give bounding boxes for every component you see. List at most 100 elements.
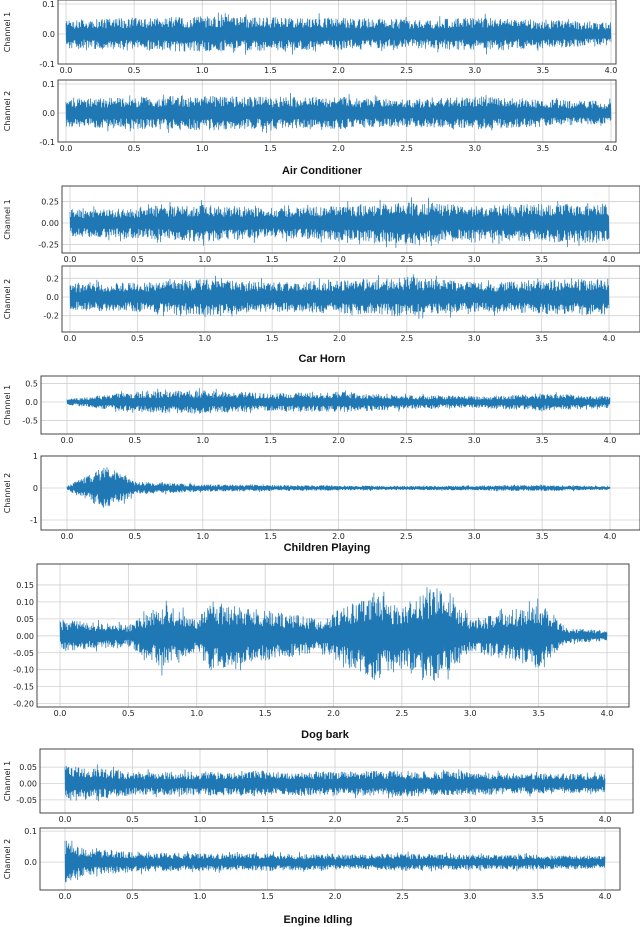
x-tick-label: 3.0	[468, 66, 481, 75]
subplot-3: 0.0 0.5 1.0 1.5 2.0 2.5 3.0 3.5 4.0 -0.25 0.00 0.25…	[3, 185, 640, 264]
x-tick-label: 2.0	[327, 709, 340, 718]
y-tick-label: 0.05	[19, 763, 37, 772]
y-axis-label: Channel 2	[3, 839, 12, 879]
x-tick-label: 3.5	[531, 815, 544, 824]
axes-frame	[39, 748, 634, 814]
x-tick-label: 1.0	[196, 532, 209, 541]
y-tick-label: 0	[33, 484, 38, 493]
waveform-line	[69, 274, 610, 319]
x-tick-label: 1.5	[266, 255, 279, 264]
y-tick-label: 0.0	[42, 109, 55, 118]
subplot-2: 0.0 0.5 1.0 1.5 2.0 2.5 3.0 3.5 4.0 -0.1 0.0 0.1 Cha…	[3, 79, 617, 153]
y-tick-label: 0.1	[24, 827, 37, 836]
x-tick-label: 1.5	[264, 66, 277, 75]
x-tick-label: 0.5	[126, 892, 139, 901]
x-tick-label: 4.0	[599, 892, 612, 901]
x-tick-label: 3.5	[535, 255, 548, 264]
caption-engine-idling: Engine Idling	[283, 914, 352, 926]
x-tick-label: 2.5	[400, 436, 413, 445]
x-tick-label: 2.0	[332, 66, 345, 75]
x-tick-label: 1.5	[261, 815, 274, 824]
y-tick-label: 1	[33, 452, 38, 461]
subplot-6: 0.0 0.5 1.0 1.5 2.0 2.5 3.0 3.5 4.0 -1 0 1 Channel 2	[3, 452, 640, 541]
subplot-7: 0.0 0.5 1.0 1.5 2.0 2.5 3.0 3.5 4.0 -0.20 -0.15 -0.…	[13, 563, 630, 718]
y-tick-label: -0.15	[13, 683, 34, 692]
axes-frame	[57, 0, 617, 65]
x-tick-label: 2.5	[401, 334, 414, 343]
axes-frame	[36, 563, 630, 708]
x-tick-label: 1.0	[198, 255, 211, 264]
subplot-4: 0.0 0.5 1.0 1.5 2.0 2.5 3.0 3.5 4.0 -0.2 0.0 0.2 Cha…	[3, 265, 640, 343]
y-tick-label: 0.15	[16, 581, 34, 590]
caption-children-playing: Children Playing	[284, 542, 371, 554]
x-tick-label: 3.0	[464, 815, 477, 824]
x-tick-label: 0.0	[61, 436, 74, 445]
axes-frame	[57, 79, 617, 143]
x-tick-label: 4.0	[599, 815, 612, 824]
x-tick-label: 3.5	[532, 709, 545, 718]
x-tick-label: 2.0	[332, 144, 345, 153]
x-tick-label: 4.0	[603, 255, 616, 264]
subplot-5: 0.0 0.5 1.0 1.5 2.0 2.5 3.0 3.5 4.0 -0.5 0.0 0.5 Cha…	[3, 375, 640, 445]
y-axis-label: Channel 2	[3, 91, 12, 131]
subplot-8: 0.0 0.5 1.0 1.5 2.0 2.5 3.0 3.5 4.0 -0.05 0.00 0.05…	[3, 748, 634, 824]
y-tick-label: 0.05	[16, 615, 34, 624]
waveform-line	[65, 12, 612, 55]
y-tick-label: -0.10	[13, 666, 34, 675]
x-tick-label: 1.0	[196, 144, 209, 153]
y-tick-label: 0.0	[46, 293, 59, 302]
x-tick-label: 3.0	[464, 709, 477, 718]
x-tick-label: 2.0	[333, 334, 346, 343]
x-tick-label: 3.5	[537, 144, 550, 153]
x-tick-label: 1.5	[259, 709, 272, 718]
x-tick-label: 2.5	[400, 532, 413, 541]
x-tick-label: 1.5	[264, 144, 277, 153]
subplot-1: 0.0 0.5 1.0 1.5 2.0 2.5 3.0 3.5 4.0 -0.1 0.0 0.1 Cha…	[3, 0, 617, 75]
x-tick-label: 3.5	[536, 532, 549, 541]
axes-frame	[61, 265, 640, 333]
x-tick-label: 0.0	[60, 144, 73, 153]
y-tick-label: 0.00	[41, 219, 59, 228]
y-tick-label: 0.00	[16, 632, 34, 641]
x-tick-label: 4.0	[604, 436, 617, 445]
x-tick-label: 4.0	[605, 66, 618, 75]
x-tick-label: 3.5	[537, 66, 550, 75]
y-axis-label: Channel 2	[3, 279, 12, 319]
y-tick-label: 0.1	[42, 80, 55, 89]
x-tick-label: 3.0	[468, 532, 481, 541]
x-tick-label: 1.5	[266, 334, 279, 343]
waveform-line	[69, 197, 610, 248]
y-tick-label: 0.0	[24, 858, 37, 867]
x-tick-label: 0.0	[61, 532, 74, 541]
x-tick-label: 0.5	[128, 66, 141, 75]
subplot-9: 0.0 0.5 1.0 1.5 2.0 2.5 3.0 3.5 4.0 0.0 0.1 Channel…	[3, 827, 621, 901]
x-tick-label: 0.5	[131, 255, 144, 264]
axes-frame	[61, 185, 640, 254]
x-tick-label: 3.0	[468, 255, 481, 264]
y-tick-label: -0.1	[39, 138, 55, 147]
x-tick-label: 0.5	[129, 532, 142, 541]
x-tick-label: 3.0	[468, 144, 481, 153]
x-tick-label: 1.0	[198, 334, 211, 343]
waveform-line	[66, 467, 611, 508]
x-tick-label: 3.0	[468, 436, 481, 445]
y-tick-label: -0.05	[13, 649, 34, 658]
waveform-line	[65, 92, 612, 134]
x-tick-label: 0.0	[64, 255, 77, 264]
x-tick-label: 2.0	[333, 255, 346, 264]
y-tick-label: 0.00	[19, 780, 37, 789]
x-tick-label: 2.5	[396, 709, 409, 718]
x-tick-label: 1.0	[196, 66, 209, 75]
x-tick-label: 2.0	[332, 532, 345, 541]
x-tick-label: 2.0	[329, 815, 342, 824]
x-tick-label: 1.0	[190, 709, 203, 718]
y-axis-label: Channel 1	[3, 761, 12, 801]
y-tick-label: -0.05	[16, 796, 37, 805]
x-tick-label: 0.0	[59, 815, 72, 824]
y-tick-label: -0.25	[38, 240, 59, 249]
x-tick-label: 0.5	[131, 334, 144, 343]
x-tick-label: 2.5	[400, 66, 413, 75]
y-tick-label: -0.1	[39, 60, 55, 69]
x-tick-label: 3.0	[464, 892, 477, 901]
